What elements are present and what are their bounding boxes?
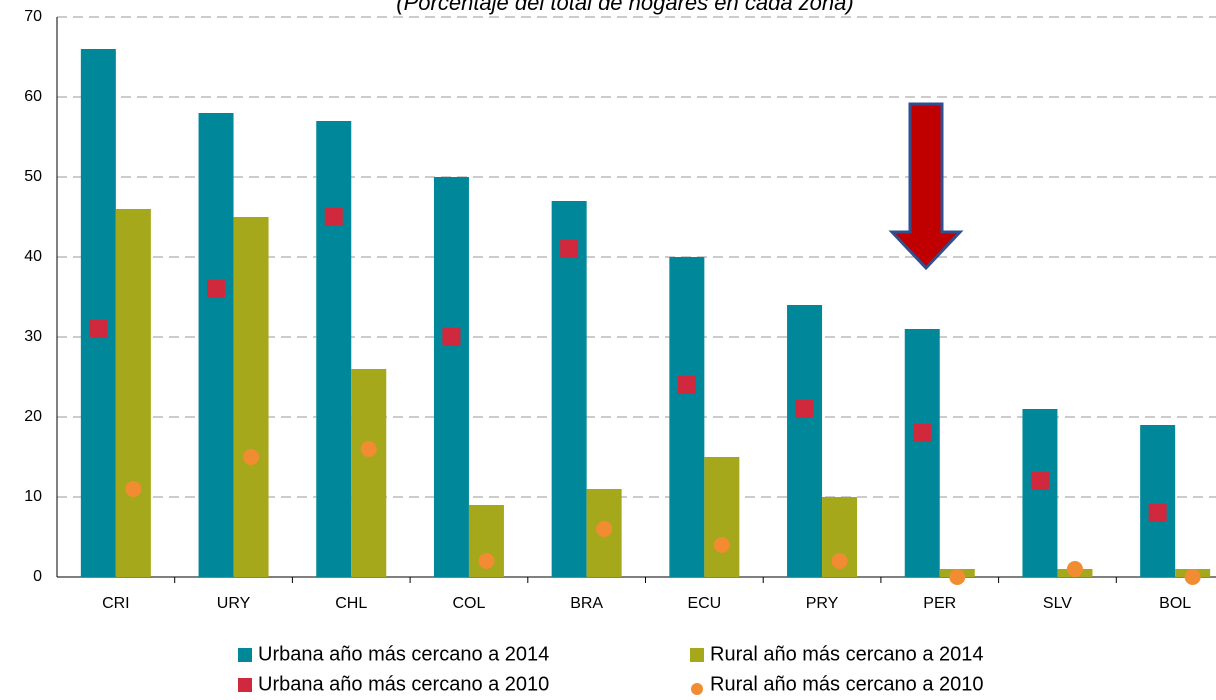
marker-square — [89, 320, 108, 338]
bar — [316, 121, 352, 577]
bar — [787, 305, 823, 577]
arrow-annotation — [888, 102, 964, 271]
x-tick-label: PRY — [806, 595, 839, 612]
marker-circle — [1184, 569, 1201, 585]
bar — [80, 49, 116, 577]
bar — [1022, 409, 1058, 577]
chart-subtitle: (Porcentaje del total de hogares en cada… — [396, 0, 853, 15]
bar — [551, 201, 587, 577]
marker-square — [560, 240, 579, 258]
y-tick-label: 0 — [33, 568, 42, 585]
legend-label: Rural año más cercano a 2010 — [710, 673, 984, 695]
marker-square — [795, 400, 814, 418]
marker-square — [1148, 504, 1167, 522]
marker-square — [207, 280, 226, 298]
marker-square — [324, 208, 343, 226]
y-tick-label: 70 — [24, 8, 42, 25]
legend-swatch — [238, 648, 252, 662]
x-tick-label: CRI — [102, 595, 130, 612]
marker-square — [442, 328, 461, 346]
legend-swatch — [691, 683, 703, 695]
y-tick-label: 30 — [24, 328, 42, 345]
x-tick-label: SLV — [1043, 595, 1072, 612]
bar — [433, 177, 469, 577]
arrow — [888, 102, 964, 271]
plot-area: 0 10 20 30 40 50 60 70 CRI URY CHL COL BRA ECU PRY PER S… — [24, 8, 1216, 612]
bar — [1140, 425, 1176, 577]
y-tick-label: 40 — [24, 248, 42, 265]
legend-swatch — [690, 648, 704, 662]
y-tick-label: 20 — [24, 408, 42, 425]
x-tick-label: BOL — [1159, 595, 1191, 612]
legend-label: Urbana año más cercano a 2010 — [258, 673, 549, 695]
y-tick-label: 50 — [24, 168, 42, 185]
bar — [704, 457, 740, 577]
legend-swatch — [238, 678, 252, 692]
marker-circle — [713, 537, 730, 553]
marker-circle — [478, 553, 495, 569]
marker-circle — [125, 481, 142, 497]
x-tick-label: URY — [217, 595, 251, 612]
marker-square — [913, 424, 932, 442]
marker-circle — [596, 521, 613, 537]
x-tick-label: CHL — [335, 595, 367, 612]
legend: Urbana año más cercano a 2014 Rural año m… — [238, 643, 984, 695]
bar — [233, 217, 269, 577]
legend-label: Rural año más cercano a 2014 — [710, 643, 984, 665]
bar — [351, 369, 387, 577]
marker-circle — [949, 569, 966, 585]
y-tick-label: 10 — [24, 488, 42, 505]
marker-circle — [360, 441, 377, 457]
y-tick-label: 60 — [24, 88, 42, 105]
legend-label: Urbana año más cercano a 2014 — [258, 643, 549, 665]
marker-circle — [1066, 561, 1083, 577]
x-tick-label: COL — [452, 595, 485, 612]
marker-circle — [831, 553, 848, 569]
bar — [115, 209, 151, 577]
marker-square — [1030, 472, 1049, 490]
bar — [198, 113, 234, 577]
x-tick-label: BRA — [570, 595, 603, 612]
marker-square — [677, 376, 696, 394]
bar — [669, 257, 705, 577]
x-tick-label: ECU — [687, 595, 721, 612]
marker-circle — [243, 449, 260, 465]
x-tick-label: PER — [923, 595, 956, 612]
bar — [904, 329, 940, 577]
